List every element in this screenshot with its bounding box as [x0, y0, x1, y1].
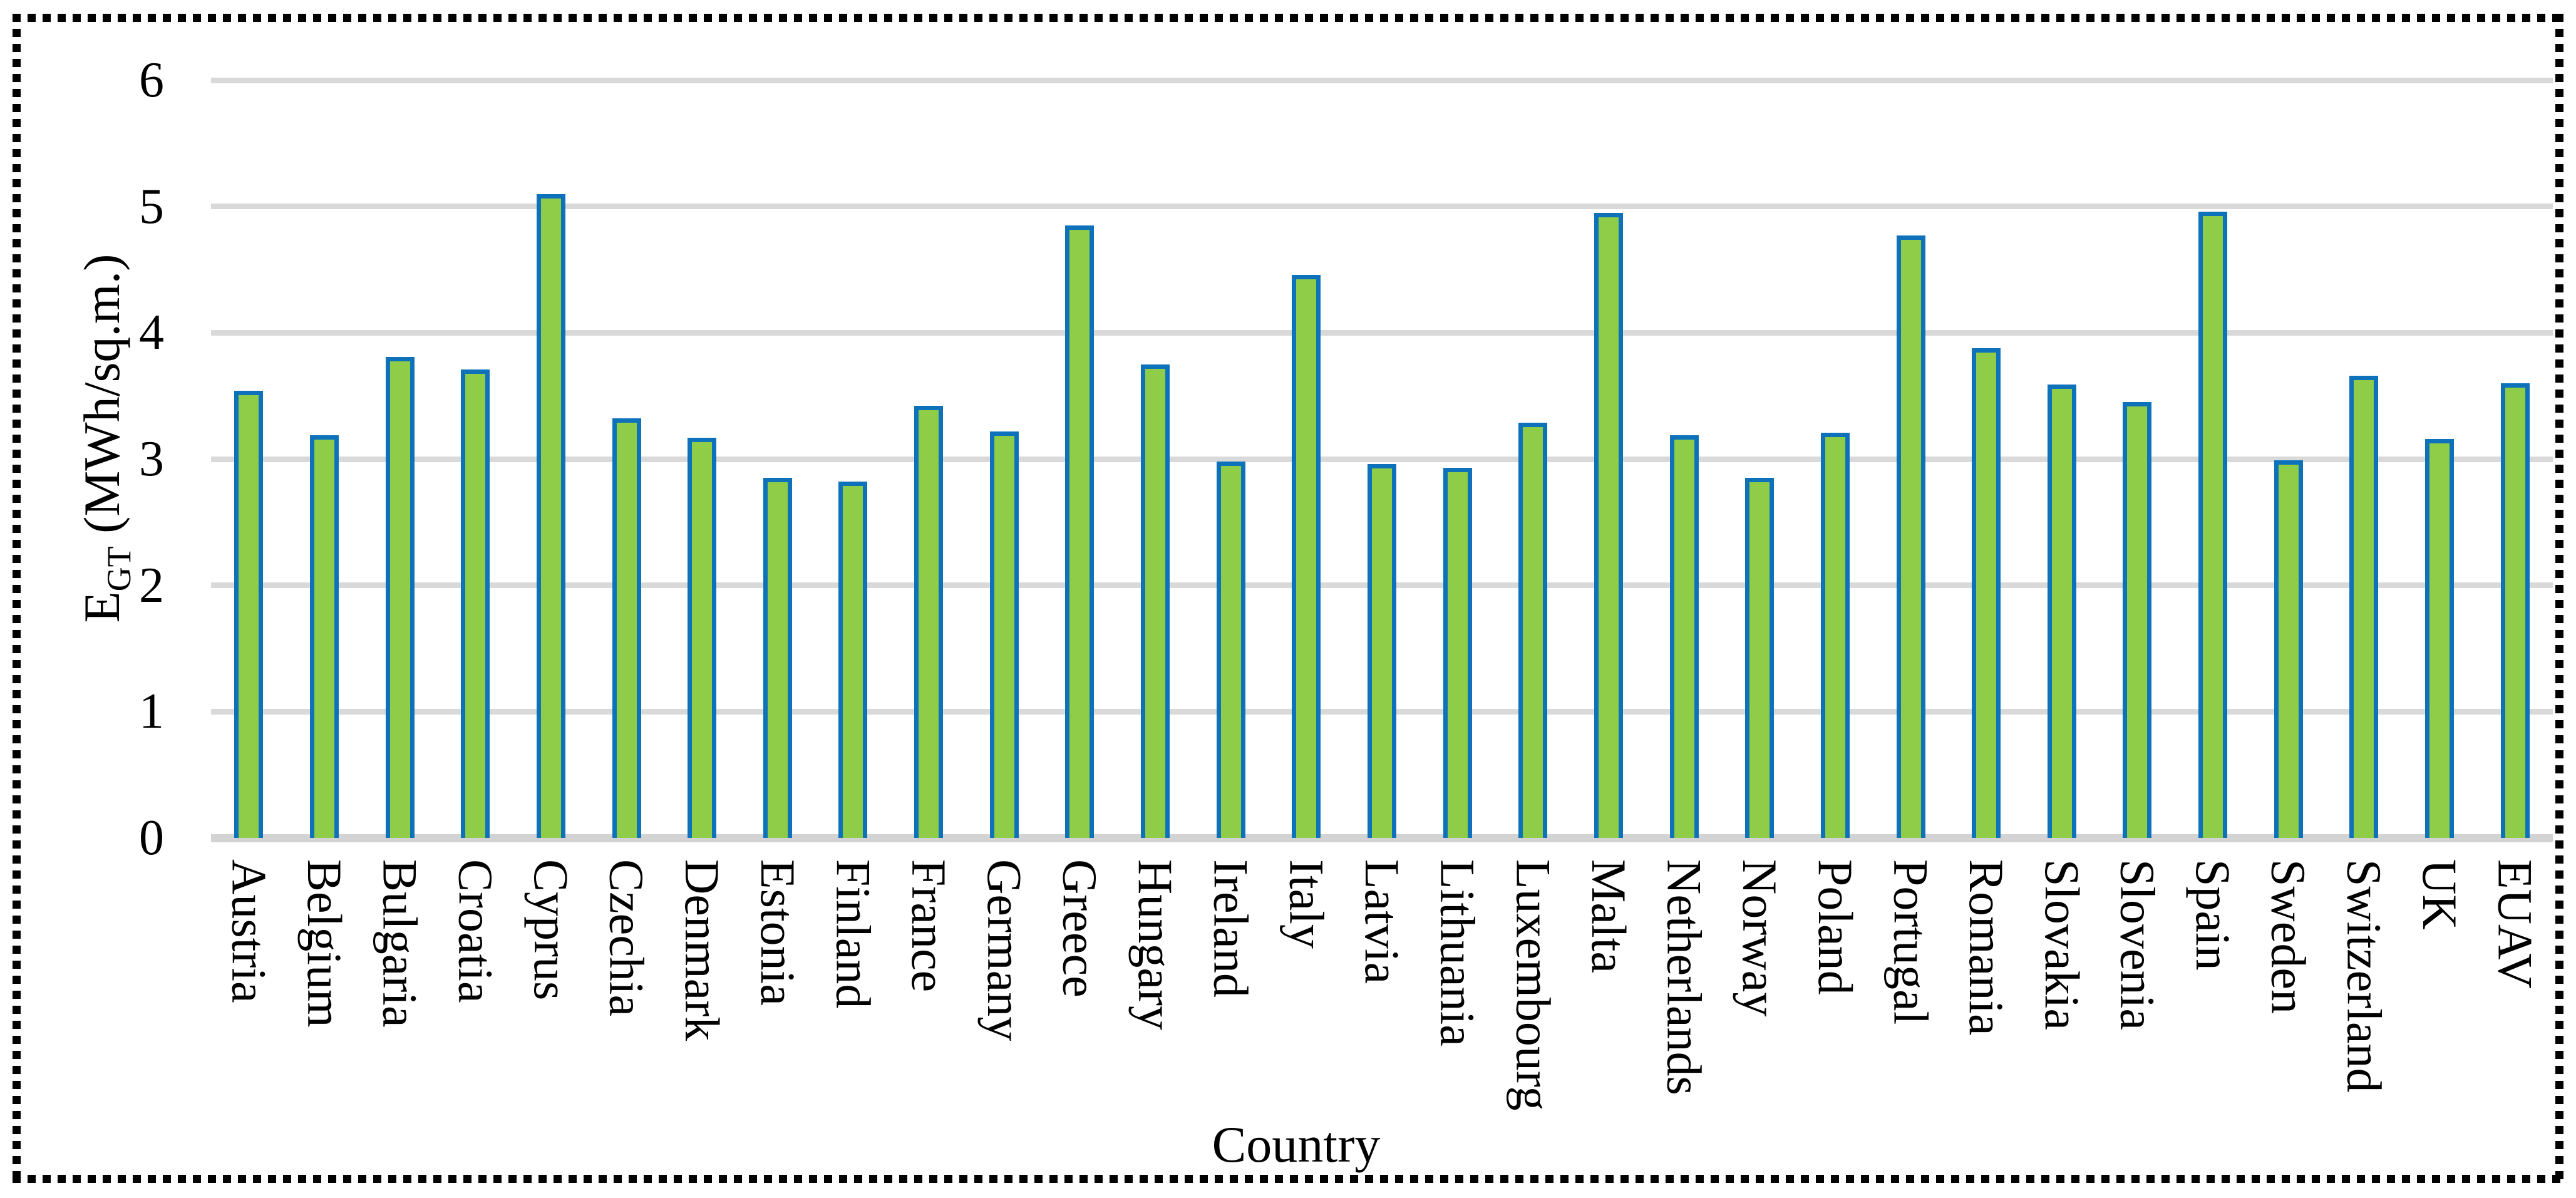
bar-malta — [1594, 212, 1623, 838]
bar-czechia — [612, 418, 641, 838]
bar-denmark — [688, 437, 717, 838]
bar-switzerland — [2349, 375, 2379, 838]
gridline-5 — [211, 204, 2553, 210]
gridline-3 — [211, 456, 2553, 462]
x-tick-label-sweden: Sweden — [2261, 859, 2316, 1014]
x-tick-label-ireland: Ireland — [1203, 859, 1259, 998]
x-tick-label-poland: Poland — [1808, 859, 1863, 995]
bar-slovakia — [2047, 385, 2076, 838]
gridline-6 — [211, 77, 2553, 83]
bar-uk — [2425, 438, 2455, 838]
x-tick-label-portugal: Portugal — [1883, 859, 1939, 1025]
bar-bulgaria — [385, 356, 415, 838]
x-tick-label-greece: Greece — [1053, 859, 1108, 998]
y-tick-label-1: 1 — [139, 684, 164, 740]
bar-germany — [989, 431, 1019, 838]
y-tick-label-6: 6 — [139, 53, 164, 108]
bar-poland — [1820, 432, 1850, 838]
y-tick-label-0: 0 — [139, 810, 164, 865]
bar-cyprus — [536, 194, 565, 838]
x-tick-label-cyprus: Cyprus — [523, 859, 579, 1001]
y-axis-units: (MWh/sq.m.) — [73, 254, 130, 547]
y-tick-label-3: 3 — [139, 431, 164, 487]
bar-croatia — [461, 369, 490, 838]
bar-lithuania — [1443, 468, 1472, 838]
x-tick-label-slovenia: Slovenia — [2110, 859, 2165, 1030]
bar-norway — [1745, 478, 1775, 838]
x-tick-label-hungary: Hungary — [1128, 859, 1183, 1030]
figure-border-bottom — [13, 1175, 2563, 1183]
bar-finland — [838, 482, 868, 838]
bar-ireland — [1216, 462, 1245, 838]
bar-netherlands — [1669, 435, 1699, 838]
y-tick-label-4: 4 — [139, 305, 164, 361]
x-tick-label-bulgaria: Bulgaria — [373, 859, 428, 1028]
bar-spain — [2198, 211, 2228, 838]
bar-belgium — [309, 435, 339, 838]
x-tick-label-finland: Finland — [826, 859, 881, 1009]
x-tick-label-romania: Romania — [1959, 859, 2014, 1036]
x-tick-label-italy: Italy — [1279, 859, 1334, 949]
x-tick-label-latvia: Latvia — [1355, 859, 1409, 984]
bar-italy — [1292, 274, 1321, 838]
x-tick-label-uk: UK — [2413, 859, 2468, 930]
x-tick-label-denmark: Denmark — [675, 859, 730, 1041]
x-tick-label-euav: EUAV — [2488, 859, 2543, 989]
bar-greece — [1065, 225, 1095, 838]
bar-portugal — [1896, 235, 1925, 838]
bar-romania — [1972, 348, 2001, 838]
y-tick-label-5: 5 — [139, 178, 164, 234]
x-tick-label-estonia: Estonia — [750, 859, 805, 1006]
bar-france — [914, 406, 944, 838]
x-tick-label-malta: Malta — [1581, 859, 1636, 973]
bar-hungary — [1141, 364, 1170, 838]
x-tick-label-norway: Norway — [1733, 859, 1788, 1017]
x-tick-label-netherlands: Netherlands — [1657, 859, 1712, 1095]
x-tick-label-czechia: Czechia — [599, 859, 654, 1017]
bar-austria — [234, 391, 264, 838]
x-tick-label-slovakia: Slovakia — [2034, 859, 2089, 1030]
plot-area — [211, 77, 2553, 842]
x-tick-label-germany: Germany — [977, 859, 1032, 1041]
x-tick-label-switzerland: Switzerland — [2337, 859, 2392, 1093]
bar-euav — [2500, 383, 2530, 838]
x-axis-line — [211, 834, 2553, 842]
x-tick-label-luxembourg: Luxembourg — [1506, 859, 1561, 1111]
bar-latvia — [1368, 464, 1396, 838]
x-tick-label-france: France — [902, 859, 957, 993]
x-tick-label-lithuania: Lithuania — [1430, 859, 1485, 1046]
figure-border-top — [13, 14, 2563, 22]
x-tick-label-spain: Spain — [2186, 859, 2241, 971]
x-tick-label-croatia: Croatia — [448, 859, 503, 1003]
figure-border-right — [2555, 14, 2563, 1183]
x-tick-label-austria: Austria — [222, 859, 277, 1003]
x-axis-title: Country — [1212, 1116, 1381, 1173]
gridline-4 — [211, 329, 2553, 336]
bar-sweden — [2274, 460, 2303, 838]
y-tick-label-2: 2 — [139, 557, 164, 613]
x-tick-label-belgium: Belgium — [297, 859, 352, 1028]
bar-luxembourg — [1518, 422, 1548, 838]
figure-border-left — [13, 14, 21, 1183]
bar-slovenia — [2123, 402, 2152, 838]
bar-estonia — [763, 478, 792, 838]
